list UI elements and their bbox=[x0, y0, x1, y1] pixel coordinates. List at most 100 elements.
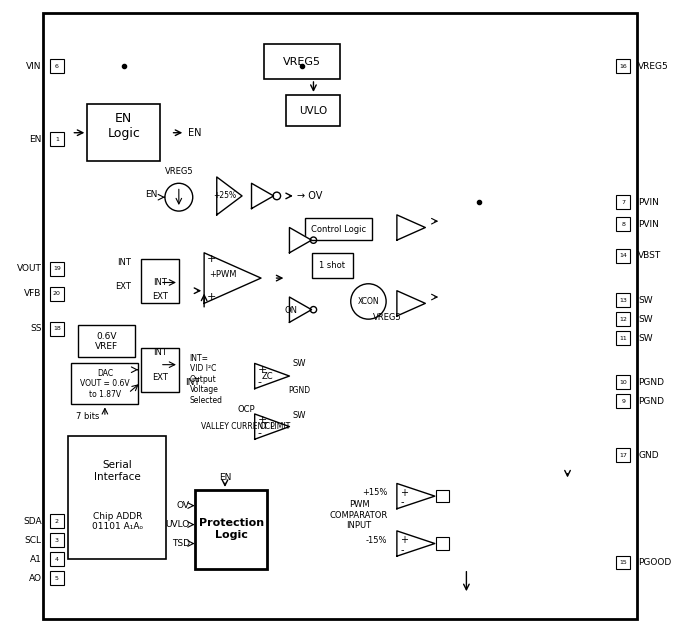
FancyBboxPatch shape bbox=[616, 394, 630, 408]
FancyBboxPatch shape bbox=[194, 490, 267, 569]
Text: ON: ON bbox=[284, 307, 297, 315]
Text: SW: SW bbox=[292, 411, 306, 420]
Text: EN: EN bbox=[146, 190, 158, 198]
Text: PGND: PGND bbox=[639, 397, 664, 406]
Text: 7 bits: 7 bits bbox=[75, 412, 99, 421]
FancyBboxPatch shape bbox=[616, 331, 630, 345]
Text: 13: 13 bbox=[619, 298, 627, 303]
Text: EXT: EXT bbox=[152, 373, 168, 382]
Text: SS: SS bbox=[30, 324, 41, 333]
Text: 8: 8 bbox=[622, 222, 625, 227]
FancyBboxPatch shape bbox=[71, 363, 138, 404]
Text: Serial
Interface: Serial Interface bbox=[94, 460, 141, 482]
Text: VIN: VIN bbox=[27, 62, 41, 71]
Text: +25%: +25% bbox=[213, 191, 236, 200]
Text: INT: INT bbox=[118, 258, 131, 267]
Text: EXT: EXT bbox=[116, 282, 131, 291]
FancyBboxPatch shape bbox=[616, 448, 630, 462]
FancyBboxPatch shape bbox=[50, 322, 64, 336]
Text: +15%: +15% bbox=[362, 489, 388, 497]
Text: OCP: OCP bbox=[237, 405, 255, 414]
Text: EN
Logic: EN Logic bbox=[107, 112, 140, 140]
Text: A1: A1 bbox=[30, 555, 41, 564]
Text: 14: 14 bbox=[619, 253, 627, 258]
Text: 6: 6 bbox=[55, 64, 58, 69]
Text: +: + bbox=[258, 415, 267, 425]
FancyBboxPatch shape bbox=[616, 312, 630, 326]
FancyBboxPatch shape bbox=[50, 571, 64, 585]
Text: 12: 12 bbox=[619, 317, 627, 322]
FancyBboxPatch shape bbox=[141, 259, 179, 303]
FancyBboxPatch shape bbox=[50, 287, 64, 301]
Text: UVLO: UVLO bbox=[165, 520, 190, 529]
Text: 7: 7 bbox=[621, 200, 625, 205]
Text: PGND: PGND bbox=[639, 378, 664, 387]
FancyBboxPatch shape bbox=[78, 325, 135, 357]
Text: VREG5: VREG5 bbox=[283, 57, 321, 66]
Text: INT: INT bbox=[153, 348, 167, 356]
Text: OCP: OCP bbox=[260, 422, 275, 431]
FancyBboxPatch shape bbox=[311, 253, 353, 278]
Text: 3: 3 bbox=[55, 538, 59, 543]
Text: → OV: → OV bbox=[297, 191, 322, 201]
Polygon shape bbox=[204, 253, 261, 303]
Text: SDA: SDA bbox=[23, 517, 41, 526]
Text: 4: 4 bbox=[55, 557, 59, 562]
FancyBboxPatch shape bbox=[50, 132, 64, 146]
Text: Control Logic: Control Logic bbox=[311, 225, 367, 234]
Text: 2: 2 bbox=[55, 519, 59, 524]
Text: Protection
Logic: Protection Logic bbox=[199, 518, 264, 540]
Text: +: + bbox=[207, 292, 217, 302]
FancyBboxPatch shape bbox=[616, 249, 630, 263]
Text: UVLO: UVLO bbox=[299, 106, 328, 116]
Text: +PWM: +PWM bbox=[209, 270, 237, 279]
Text: PWM
COMPARATOR
INPUT: PWM COMPARATOR INPUT bbox=[330, 500, 388, 530]
Text: 0.6V
VREF: 0.6V VREF bbox=[95, 332, 118, 351]
Polygon shape bbox=[217, 177, 242, 215]
Text: -: - bbox=[258, 377, 262, 387]
Text: VREG5: VREG5 bbox=[373, 313, 402, 322]
FancyBboxPatch shape bbox=[616, 556, 630, 569]
Text: 17: 17 bbox=[619, 453, 627, 458]
Text: +: + bbox=[207, 254, 217, 264]
Text: VOUT: VOUT bbox=[17, 264, 41, 273]
Polygon shape bbox=[397, 483, 435, 509]
Text: SW: SW bbox=[639, 334, 653, 343]
Text: PVIN: PVIN bbox=[639, 220, 659, 229]
Text: INT=
VID I²C
Output
Voltage
Selected: INT= VID I²C Output Voltage Selected bbox=[190, 354, 222, 404]
Polygon shape bbox=[397, 291, 425, 316]
Polygon shape bbox=[290, 228, 311, 253]
FancyBboxPatch shape bbox=[305, 218, 371, 240]
Text: -: - bbox=[400, 545, 403, 555]
Text: 15: 15 bbox=[619, 560, 627, 565]
Text: XCON: XCON bbox=[358, 297, 379, 306]
FancyBboxPatch shape bbox=[436, 537, 449, 550]
FancyBboxPatch shape bbox=[616, 293, 630, 307]
Text: SW: SW bbox=[639, 296, 653, 305]
Text: +: + bbox=[400, 535, 408, 545]
Text: OV: OV bbox=[177, 501, 190, 510]
FancyBboxPatch shape bbox=[141, 348, 179, 392]
Text: EXT: EXT bbox=[152, 292, 168, 301]
FancyBboxPatch shape bbox=[50, 552, 64, 566]
Polygon shape bbox=[397, 531, 435, 556]
FancyBboxPatch shape bbox=[436, 490, 449, 502]
Text: VFB: VFB bbox=[24, 289, 41, 298]
Text: 10: 10 bbox=[619, 380, 627, 385]
Text: -15%: -15% bbox=[366, 536, 388, 545]
FancyBboxPatch shape bbox=[50, 533, 64, 547]
Text: 1 shot: 1 shot bbox=[320, 261, 345, 270]
Text: VALLEY CURRENT LIMIT: VALLEY CURRENT LIMIT bbox=[201, 422, 290, 431]
Polygon shape bbox=[255, 414, 290, 439]
Text: INT: INT bbox=[153, 278, 167, 287]
FancyBboxPatch shape bbox=[616, 375, 630, 389]
Text: ZC: ZC bbox=[262, 372, 273, 380]
Text: 16: 16 bbox=[619, 64, 627, 69]
Polygon shape bbox=[397, 215, 425, 240]
Text: 19: 19 bbox=[53, 266, 61, 271]
Text: 5: 5 bbox=[55, 576, 58, 581]
Text: SCL: SCL bbox=[24, 536, 41, 545]
Polygon shape bbox=[255, 363, 290, 389]
Text: VBST: VBST bbox=[639, 252, 662, 260]
Text: 20: 20 bbox=[53, 291, 61, 296]
